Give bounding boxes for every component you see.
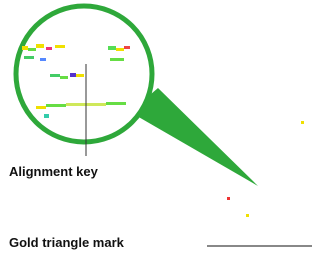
diagram: Alignment key Gold triangle mark — [0, 0, 313, 257]
speck — [301, 121, 304, 124]
speck — [227, 197, 230, 200]
gold-triangle-label: Gold triangle mark — [9, 235, 125, 250]
alignment-key-label: Alignment key — [9, 164, 99, 179]
magnifier-wedge — [130, 88, 258, 186]
page: {"labels": {"alignment_key": "Alignment … — [0, 0, 313, 257]
speck — [246, 214, 249, 217]
